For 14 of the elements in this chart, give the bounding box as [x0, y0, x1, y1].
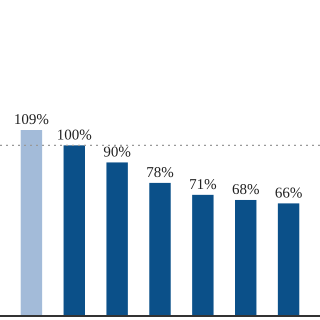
bar: [149, 182, 171, 316]
bar: [20, 130, 42, 316]
bar: [235, 200, 256, 316]
bar: [192, 194, 214, 316]
data-label: 68%: [232, 182, 260, 198]
bar: [64, 145, 85, 316]
bar: [106, 162, 128, 316]
bar: [278, 203, 300, 316]
data-label: 90%: [103, 144, 131, 160]
data-label: 66%: [274, 185, 302, 202]
data-label: 109%: [14, 112, 49, 128]
data-label: 100%: [56, 127, 92, 144]
data-label: 71%: [189, 176, 217, 193]
data-label: 78%: [146, 164, 174, 181]
